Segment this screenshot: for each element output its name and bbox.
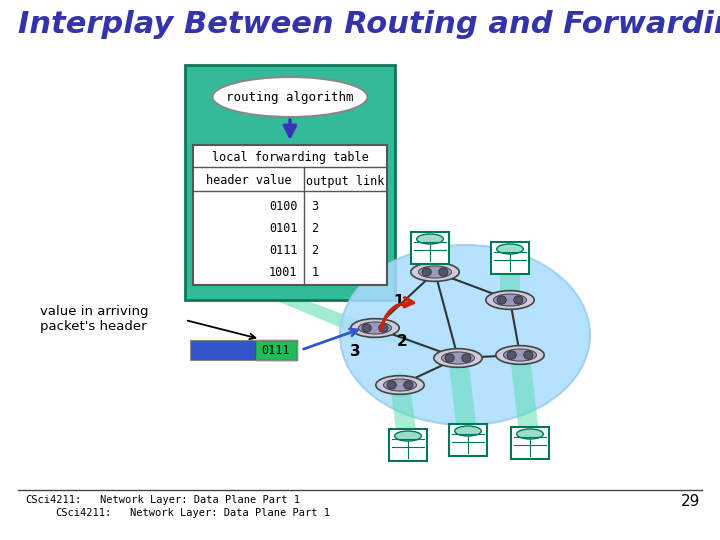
Polygon shape xyxy=(390,385,418,445)
Ellipse shape xyxy=(497,296,506,304)
Text: 0111: 0111 xyxy=(262,343,290,356)
Ellipse shape xyxy=(395,431,421,441)
Ellipse shape xyxy=(351,319,399,338)
Text: Interplay Between Routing and Forwarding: Interplay Between Routing and Forwarding xyxy=(18,10,720,39)
Ellipse shape xyxy=(445,354,454,362)
Bar xyxy=(193,145,387,285)
Ellipse shape xyxy=(417,234,444,244)
Text: CSci4211:: CSci4211: xyxy=(55,508,112,518)
Ellipse shape xyxy=(384,379,416,391)
Polygon shape xyxy=(275,300,440,350)
Text: 1001: 1001 xyxy=(269,267,297,280)
Text: 3: 3 xyxy=(312,200,319,213)
Bar xyxy=(190,340,297,360)
Text: local forwarding table: local forwarding table xyxy=(212,152,369,165)
Text: 2: 2 xyxy=(397,334,408,349)
Bar xyxy=(449,424,487,456)
Ellipse shape xyxy=(496,346,544,365)
Bar xyxy=(491,242,529,274)
Ellipse shape xyxy=(441,352,474,364)
Ellipse shape xyxy=(503,349,536,361)
Text: 0101: 0101 xyxy=(269,222,297,235)
Ellipse shape xyxy=(212,77,367,117)
Text: 0111: 0111 xyxy=(269,245,297,258)
Polygon shape xyxy=(510,355,540,443)
Ellipse shape xyxy=(379,324,388,332)
Ellipse shape xyxy=(462,354,471,362)
Text: header value: header value xyxy=(205,174,291,187)
Text: 2: 2 xyxy=(312,222,319,235)
Ellipse shape xyxy=(387,381,396,389)
Ellipse shape xyxy=(517,429,544,439)
Ellipse shape xyxy=(493,294,526,306)
Ellipse shape xyxy=(486,291,534,309)
Ellipse shape xyxy=(404,381,413,389)
Ellipse shape xyxy=(438,268,448,276)
Ellipse shape xyxy=(362,324,372,332)
Text: 0100: 0100 xyxy=(269,200,297,213)
Ellipse shape xyxy=(418,266,451,278)
Text: 3: 3 xyxy=(350,344,361,359)
Text: 2: 2 xyxy=(312,245,319,258)
Ellipse shape xyxy=(507,351,516,359)
FancyArrowPatch shape xyxy=(381,298,413,330)
Text: output link: output link xyxy=(306,174,384,187)
Ellipse shape xyxy=(411,262,459,281)
Ellipse shape xyxy=(422,268,431,276)
Text: 29: 29 xyxy=(680,494,700,509)
Text: 1: 1 xyxy=(312,267,319,280)
Ellipse shape xyxy=(455,426,481,436)
Text: Network Layer: Data Plane Part 1: Network Layer: Data Plane Part 1 xyxy=(130,508,330,518)
Ellipse shape xyxy=(359,322,392,334)
Bar xyxy=(255,340,297,360)
Ellipse shape xyxy=(497,244,523,254)
Bar xyxy=(185,65,395,300)
Ellipse shape xyxy=(340,245,590,425)
Text: routing algorithm: routing algorithm xyxy=(226,91,354,104)
Bar xyxy=(511,427,549,459)
Polygon shape xyxy=(500,258,520,300)
Bar xyxy=(411,232,449,264)
Ellipse shape xyxy=(523,351,533,359)
Text: 1: 1 xyxy=(393,294,403,309)
Ellipse shape xyxy=(433,349,482,367)
Polygon shape xyxy=(448,358,478,440)
Ellipse shape xyxy=(514,296,523,304)
Bar xyxy=(389,429,427,461)
Polygon shape xyxy=(420,248,445,272)
Text: Network Layer: Data Plane Part 1: Network Layer: Data Plane Part 1 xyxy=(100,495,300,505)
Text: CSci4211:: CSci4211: xyxy=(25,495,81,505)
Bar xyxy=(190,340,255,360)
Ellipse shape xyxy=(376,376,424,394)
Text: value in arriving
packet's header: value in arriving packet's header xyxy=(40,305,148,333)
